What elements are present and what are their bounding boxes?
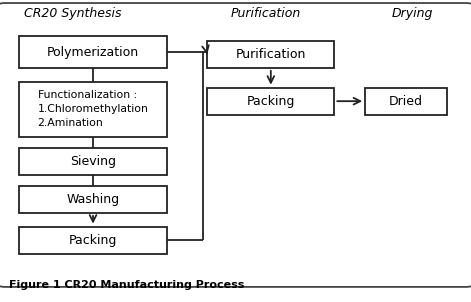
Text: Purification: Purification: [231, 7, 301, 20]
FancyBboxPatch shape: [19, 82, 167, 137]
Text: Functionalization :
1.Chloromethylation
2.Amination: Functionalization : 1.Chloromethylation …: [38, 91, 148, 128]
Text: CR20 Synthesis: CR20 Synthesis: [24, 7, 122, 20]
Text: Packing: Packing: [69, 233, 117, 247]
FancyBboxPatch shape: [207, 41, 334, 68]
Text: Polymerization: Polymerization: [47, 46, 139, 59]
Text: Sieving: Sieving: [70, 155, 116, 168]
Text: Dried: Dried: [389, 95, 423, 108]
FancyBboxPatch shape: [19, 226, 167, 254]
FancyBboxPatch shape: [0, 3, 471, 287]
FancyBboxPatch shape: [19, 148, 167, 175]
FancyBboxPatch shape: [365, 88, 447, 115]
Text: Purification: Purification: [236, 48, 306, 61]
Text: Packing: Packing: [247, 95, 295, 108]
Text: Washing: Washing: [66, 193, 120, 206]
FancyBboxPatch shape: [207, 88, 334, 115]
FancyBboxPatch shape: [19, 186, 167, 213]
Text: Drying: Drying: [391, 7, 433, 20]
FancyBboxPatch shape: [19, 36, 167, 68]
Text: Figure 1 CR20 Manufacturing Process: Figure 1 CR20 Manufacturing Process: [9, 280, 245, 290]
